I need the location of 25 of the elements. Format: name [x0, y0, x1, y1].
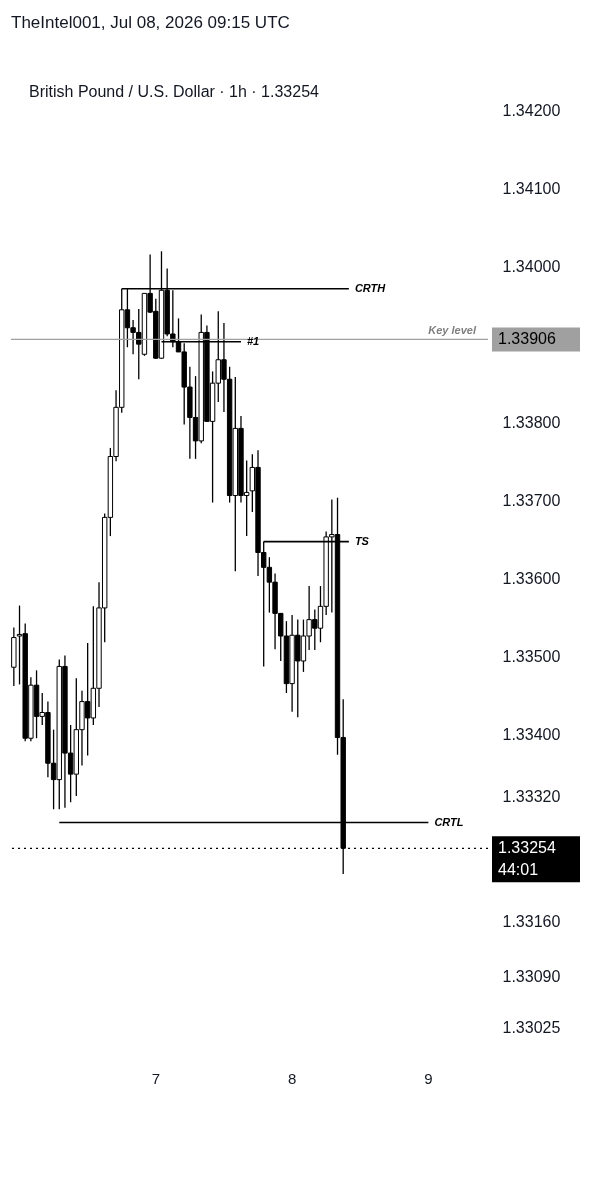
y-tick-label: 1.34200	[502, 101, 561, 119]
y-tick-label: 1.34100	[502, 179, 561, 197]
series-label: CRTH	[354, 281, 387, 294]
chart-subtitle: British Pound / U.S. Dollar · 1h · 1.33254	[29, 83, 320, 100]
x-tick-label: 9	[424, 1069, 433, 1087]
series-label: #1	[246, 334, 260, 347]
y-tick-label: 1.33400	[502, 725, 561, 743]
y-tick-label: 1.33090	[502, 967, 561, 985]
ref-line-label: 44:01	[498, 861, 539, 879]
x-tick-label: 7	[151, 1069, 160, 1087]
chart-title: TheIntel001, Jul 08, 2026 09:15 UTC	[11, 13, 290, 32]
y-tick-label: 1.33500	[502, 647, 561, 665]
y-tick-label: 1.33160	[502, 913, 561, 931]
y-tick-label: 1.33600	[502, 569, 561, 587]
ref-line-label: Key level	[428, 324, 477, 337]
y-tick-label: 1.33320	[502, 788, 561, 806]
y-tick-label: 1.33025	[502, 1018, 561, 1036]
y-tick-label: 1.33700	[502, 491, 561, 509]
series-label: TS	[354, 534, 370, 547]
text: 1.33254	[498, 839, 556, 857]
text: 1.33906	[498, 330, 556, 348]
x-tick-label: 8	[287, 1069, 297, 1087]
series-label: CRTL	[434, 815, 464, 828]
y-tick-label: 1.34000	[502, 257, 561, 275]
y-tick-label: 1.33800	[502, 413, 561, 431]
